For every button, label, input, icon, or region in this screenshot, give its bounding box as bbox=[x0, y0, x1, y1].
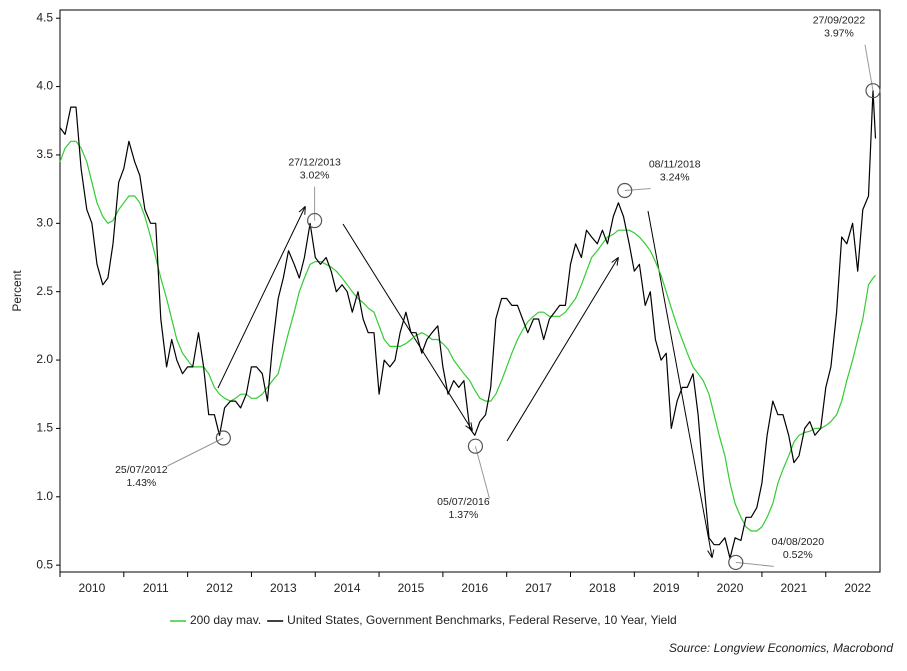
annotation-marker bbox=[865, 83, 881, 99]
x-tick-label: 2011 bbox=[143, 581, 169, 595]
x-tick-label: 2020 bbox=[717, 581, 744, 595]
legend-label: United States, Government Benchmarks, Fe… bbox=[287, 613, 677, 627]
annotation-value: 3.24% bbox=[660, 171, 690, 183]
arrow bbox=[342, 223, 472, 430]
annotation-leader bbox=[167, 437, 224, 467]
annotation-date: 27/09/2022 bbox=[813, 14, 866, 26]
y-tick-label: 4.5 bbox=[36, 10, 53, 24]
series-line bbox=[59, 140, 876, 532]
arrow bbox=[217, 207, 305, 389]
y-tick-label: 0.5 bbox=[36, 557, 53, 571]
annotation-date: 25/07/2012 bbox=[115, 464, 168, 476]
annotation-marker bbox=[215, 430, 231, 446]
y-tick-label: 3.5 bbox=[36, 147, 53, 161]
y-axis-label: Percent bbox=[10, 270, 24, 312]
annotation-date: 05/07/2016 bbox=[437, 496, 490, 508]
y-tick-label: 1.0 bbox=[36, 489, 53, 503]
y-tick-label: 2.5 bbox=[36, 284, 53, 298]
annotation-marker bbox=[728, 554, 744, 571]
series-line bbox=[59, 90, 877, 559]
y-tick-label: 1.5 bbox=[36, 421, 53, 435]
annotation-leader bbox=[624, 187, 651, 191]
annotation-date: 27/12/2013 bbox=[288, 156, 341, 168]
x-tick-label: 2019 bbox=[653, 581, 680, 595]
y-tick-label: 2.0 bbox=[36, 352, 53, 366]
annotation-leader bbox=[864, 44, 874, 91]
annotation-value: 1.37% bbox=[449, 509, 479, 521]
x-tick-label: 2021 bbox=[781, 581, 808, 595]
annotation-marker bbox=[617, 182, 633, 199]
annotation-leader bbox=[735, 561, 774, 567]
arrow bbox=[647, 210, 712, 557]
annotation-value: 0.52% bbox=[783, 549, 813, 561]
annotation-date: 08/11/2018 bbox=[649, 158, 701, 170]
annotation-marker bbox=[467, 438, 484, 454]
legend-label: 200 day mav. bbox=[190, 613, 261, 627]
x-tick-label: 2015 bbox=[398, 581, 425, 595]
x-tick-label: 2010 bbox=[79, 581, 106, 595]
annotation-value: 3.97% bbox=[824, 27, 854, 39]
plot-frame bbox=[59, 9, 881, 573]
x-tick-label: 2012 bbox=[206, 581, 233, 595]
annotation-value: 3.02% bbox=[300, 169, 330, 181]
y-tick-label: 4.0 bbox=[36, 79, 53, 93]
x-tick-label: 2022 bbox=[844, 581, 871, 595]
x-tick-label: 2017 bbox=[525, 581, 552, 595]
x-tick-label: 2014 bbox=[334, 581, 361, 595]
source: Source: Longview Economics, Macrobond bbox=[669, 641, 893, 655]
x-tick-label: 2018 bbox=[589, 581, 616, 595]
annotation-date: 04/08/2020 bbox=[772, 536, 825, 548]
x-tick-label: 2013 bbox=[270, 581, 297, 595]
annotation-value: 1.43% bbox=[126, 477, 156, 489]
arrow bbox=[506, 258, 618, 442]
x-tick-label: 2016 bbox=[461, 581, 488, 595]
annotation-leader bbox=[474, 446, 490, 499]
y-tick-label: 3.0 bbox=[36, 215, 53, 229]
annotation-marker bbox=[307, 212, 323, 229]
